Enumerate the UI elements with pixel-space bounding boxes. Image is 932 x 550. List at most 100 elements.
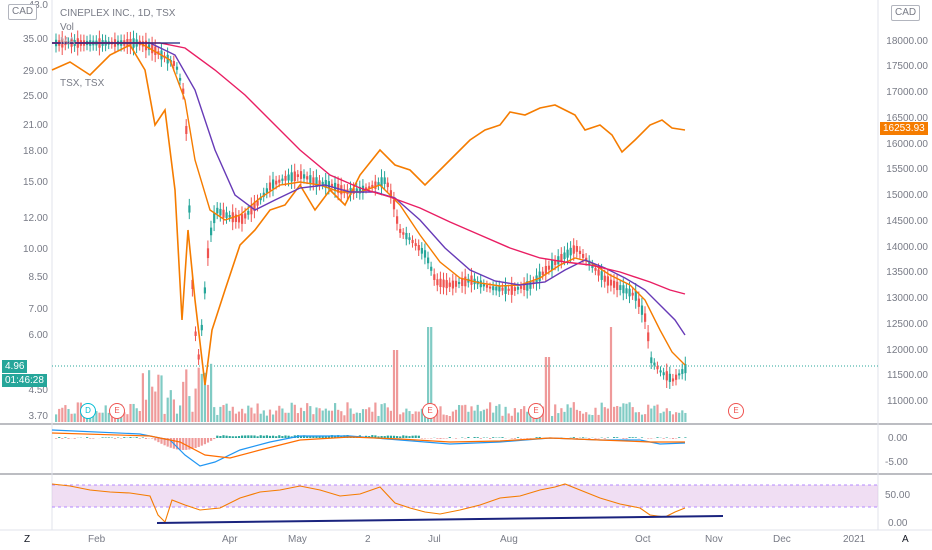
macd-bar bbox=[476, 437, 479, 438]
volume-bar bbox=[98, 412, 101, 422]
volume-bar bbox=[135, 408, 138, 422]
volume-bar bbox=[439, 406, 442, 422]
macd-bar bbox=[250, 435, 253, 438]
currency-badge-left[interactable]: CAD bbox=[8, 4, 38, 20]
timezone-button[interactable]: Z bbox=[24, 534, 31, 545]
macd-bar bbox=[200, 438, 203, 446]
volume-bar bbox=[640, 414, 644, 422]
candle-body bbox=[405, 232, 408, 240]
macd-bar bbox=[625, 438, 628, 439]
macd-bar bbox=[473, 437, 476, 438]
candle-body bbox=[588, 260, 591, 266]
earnings-event-icon[interactable]: E bbox=[728, 403, 744, 419]
macd-bar bbox=[303, 435, 306, 438]
candle-body bbox=[272, 179, 275, 189]
volume-bar bbox=[182, 381, 185, 422]
candle-body bbox=[445, 280, 448, 289]
volume-bar bbox=[616, 406, 619, 422]
macd-bar bbox=[656, 437, 659, 438]
candle-body bbox=[396, 216, 399, 224]
rsi-band bbox=[52, 485, 878, 507]
candle-body bbox=[188, 205, 191, 213]
volume-bar bbox=[377, 415, 380, 422]
earnings-event-icon[interactable]: E bbox=[528, 403, 544, 419]
volume-bar bbox=[461, 405, 464, 422]
macd-bar bbox=[166, 438, 169, 447]
macd-bar bbox=[272, 435, 275, 438]
volume-bar bbox=[123, 412, 126, 422]
macd-bar bbox=[312, 436, 315, 438]
candle-body bbox=[417, 245, 420, 251]
candle-body bbox=[234, 214, 237, 222]
volume-bar bbox=[644, 414, 647, 422]
candle-body bbox=[377, 182, 380, 186]
candle-body bbox=[358, 186, 361, 194]
volume-bar bbox=[241, 408, 244, 422]
macd-bar bbox=[275, 436, 278, 438]
rsi-trendline[interactable] bbox=[156, 515, 724, 524]
candle-body bbox=[451, 280, 454, 289]
candle-body bbox=[597, 269, 600, 276]
macd-bar bbox=[104, 437, 107, 438]
candle-body bbox=[507, 288, 510, 291]
macd-bar bbox=[647, 438, 650, 439]
volume-bar bbox=[250, 407, 253, 422]
volume-bar bbox=[464, 404, 467, 422]
candle-body bbox=[287, 174, 290, 181]
candle-body bbox=[439, 278, 442, 288]
volume-bar bbox=[386, 407, 389, 422]
macd-bar bbox=[160, 438, 163, 444]
left-axis-tick: 6.00 bbox=[29, 330, 49, 341]
macd-bar bbox=[241, 435, 244, 438]
candle-body bbox=[538, 271, 541, 282]
volume-bar bbox=[560, 408, 563, 422]
candle-body bbox=[628, 288, 631, 297]
left-axis-tick: 12.00 bbox=[23, 213, 48, 224]
candle-body bbox=[650, 357, 653, 364]
right-axis-tick: 18000.00 bbox=[886, 36, 928, 47]
earnings-event-icon[interactable]: E bbox=[422, 403, 438, 419]
ma-mid-line bbox=[52, 42, 686, 336]
currency-badge-right[interactable]: CAD bbox=[891, 5, 921, 21]
volume-bar bbox=[557, 413, 560, 422]
macd-bar bbox=[613, 437, 616, 438]
volume-bar bbox=[185, 369, 188, 422]
volume-bar bbox=[160, 375, 163, 422]
dividend-event-icon[interactable]: D bbox=[80, 403, 96, 419]
candle-body bbox=[427, 257, 430, 264]
candle-body bbox=[458, 281, 461, 285]
macd-bar bbox=[234, 436, 237, 438]
volume-bar bbox=[197, 367, 200, 422]
candle-body bbox=[392, 199, 396, 210]
volume-bar bbox=[594, 407, 597, 422]
macd-bar bbox=[377, 436, 380, 438]
macd-bar bbox=[631, 437, 634, 438]
candle-body bbox=[513, 287, 516, 291]
volume-bar bbox=[513, 408, 516, 422]
candle-body bbox=[268, 182, 272, 191]
candle-body bbox=[671, 378, 675, 382]
candle-body bbox=[284, 175, 287, 181]
macd-bar bbox=[101, 437, 104, 438]
rsi-tick-50: 50.00 bbox=[885, 490, 911, 501]
volume-bar bbox=[268, 409, 272, 422]
rsi-line bbox=[51, 483, 686, 524]
earnings-event-icon[interactable]: E bbox=[109, 403, 125, 419]
auto-scale-button[interactable]: A bbox=[902, 534, 909, 545]
candle-body bbox=[265, 188, 268, 193]
candle-body bbox=[383, 177, 386, 184]
candle-body bbox=[290, 172, 293, 182]
candle-body bbox=[665, 371, 668, 381]
left-axis-tick: 29.00 bbox=[23, 66, 48, 77]
volume-bar bbox=[355, 412, 358, 422]
volume-bar bbox=[210, 363, 213, 422]
macd-bar bbox=[479, 438, 482, 439]
macd-bar bbox=[256, 436, 259, 438]
candle-body bbox=[144, 40, 148, 51]
macd-bar bbox=[442, 438, 445, 439]
volume-bar bbox=[361, 409, 365, 422]
volume-bar bbox=[389, 410, 392, 422]
macd-bar bbox=[287, 435, 290, 438]
candle-body bbox=[613, 280, 616, 288]
